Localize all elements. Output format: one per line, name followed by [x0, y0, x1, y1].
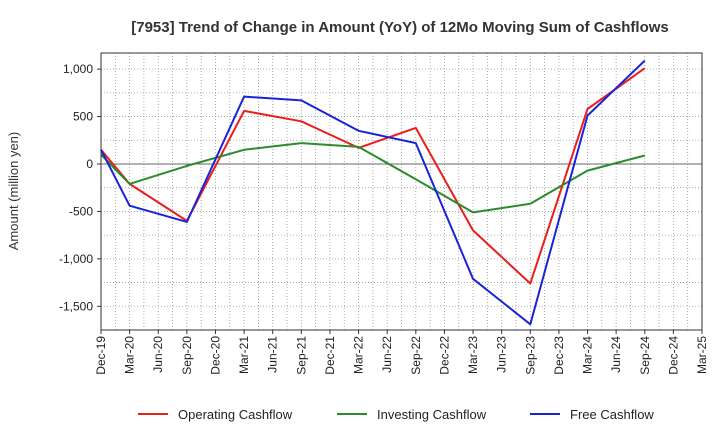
x-tick-label: Jun-23	[495, 336, 509, 373]
x-tick-label: Dec-21	[323, 336, 337, 375]
y-tick-label: 500	[73, 110, 93, 124]
x-tick-label: Mar-25	[695, 336, 709, 374]
legend-label-free-cashflow: Free Cashflow	[570, 407, 654, 422]
legend-label-investing-cashflow: Investing Cashflow	[377, 407, 487, 422]
legend: Operating Cashflow Investing Cashflow Free…	[138, 407, 654, 422]
x-tick-label: Mar-22	[352, 336, 366, 374]
plot-frame	[100, 52, 703, 331]
x-tick-label: Dec-20	[208, 336, 222, 375]
x-tick-label: Jun-24	[609, 336, 623, 373]
x-axis-ticks: Dec-19 Mar-20 Jun-20 Sep-20 Dec-20 Mar-21 Jun-…	[94, 330, 709, 375]
y-tick-label: -500	[69, 204, 93, 218]
series-line-free-cashflow	[100, 59, 646, 326]
x-tick-label: Sep-22	[409, 336, 423, 375]
x-tick-label: Sep-23	[523, 336, 537, 375]
y-tick-label: 0	[86, 157, 93, 171]
x-tick-label: Dec-23	[552, 336, 566, 375]
chart-title: [7953] Trend of Change in Amount (YoY) o…	[131, 19, 669, 36]
x-tick-label: Sep-20	[180, 336, 194, 375]
y-axis-label: Amount (million yen)	[6, 132, 21, 251]
series-layer	[100, 59, 646, 326]
x-tick-label: Dec-24	[666, 336, 680, 375]
x-tick-label: Sep-24	[638, 336, 652, 375]
legend-label-operating-cashflow: Operating Cashflow	[178, 407, 293, 422]
x-tick-label: Dec-19	[94, 336, 108, 375]
y-tick-label: -1,500	[59, 299, 93, 313]
y-axis-ticks: 1,000 500 0 -500 -1,000 -1,500	[59, 62, 101, 313]
x-tick-label: Mar-20	[123, 336, 137, 374]
x-tick-label: Sep-21	[294, 336, 308, 375]
series-line-investing-cashflow	[100, 142, 646, 214]
y-tick-label: 1,000	[63, 62, 93, 76]
x-tick-label: Dec-22	[437, 336, 451, 375]
x-tick-label: Jun-20	[151, 336, 165, 373]
axes	[100, 52, 703, 331]
y-tick-label: -1,000	[59, 252, 93, 266]
x-tick-label: Jun-22	[380, 336, 394, 373]
x-tick-label: Mar-21	[237, 336, 251, 374]
x-tick-label: Jun-21	[266, 336, 280, 373]
x-tick-label: Mar-24	[581, 336, 595, 374]
x-tick-label: Mar-23	[466, 336, 480, 374]
